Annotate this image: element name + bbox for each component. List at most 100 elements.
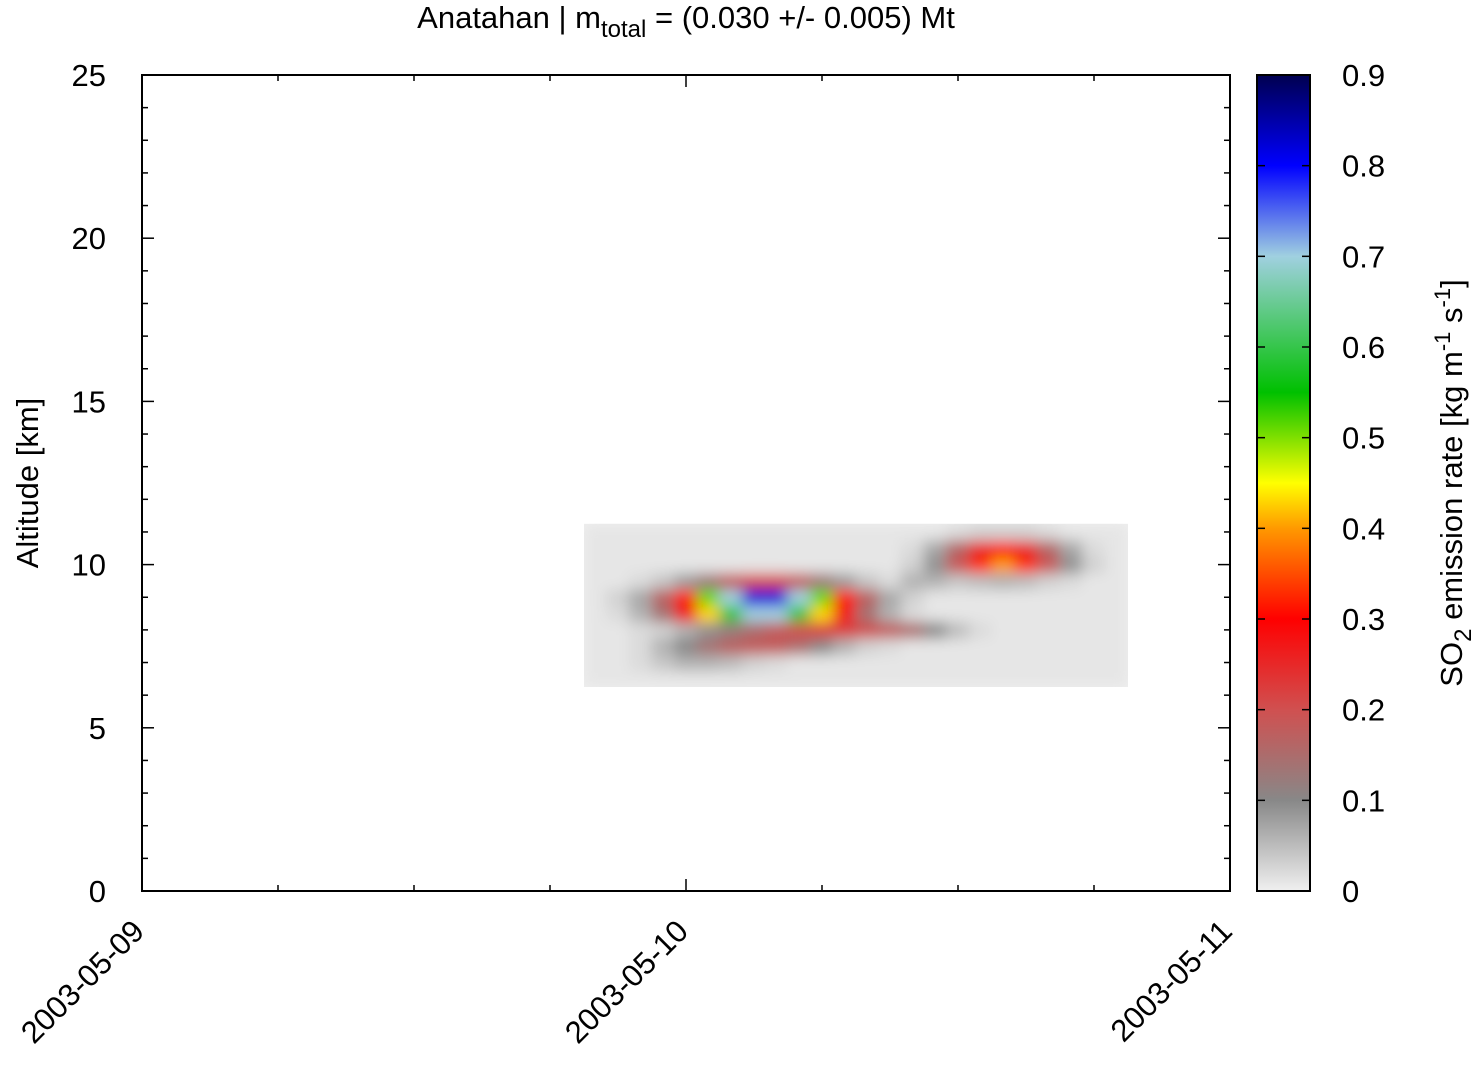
heatmap-cell: [719, 539, 744, 557]
heatmap-cell: [968, 539, 993, 557]
heatmap-cell: [674, 539, 698, 557]
heatmap-cell: [900, 539, 925, 557]
heatmap-cell: [742, 621, 766, 639]
heatmap-cell: [900, 670, 925, 687]
heatmap-cell: [878, 539, 902, 557]
heatmap-cell: [855, 637, 880, 655]
colorbar-tick-label: 0.5: [1342, 421, 1385, 456]
heatmap-cell: [651, 555, 676, 574]
heatmap-cell: [900, 588, 925, 606]
heatmap-cell: [1059, 637, 1084, 655]
heatmap-cell: [719, 653, 744, 672]
y-axis-label: Altitude [km]: [10, 398, 45, 569]
heatmap-cell: [923, 621, 948, 639]
heatmap-cell: [1059, 539, 1084, 557]
heatmap-cell: [674, 523, 698, 541]
heatmap-cell: [946, 604, 970, 623]
heatmap-cell: [719, 621, 744, 639]
heatmap-cell: [1036, 653, 1061, 672]
colorbar-tick-label: 0.7: [1342, 239, 1385, 274]
heatmap-cell: [968, 604, 993, 623]
heatmap-cell: [855, 555, 880, 574]
heatmap-cell: [651, 621, 676, 639]
heatmap-cell: [787, 637, 812, 655]
heatmap-cell: [606, 621, 630, 639]
heatmap-cell: [696, 653, 721, 672]
x-tick-label: 2003-05-10: [558, 913, 695, 1050]
heatmap-cell: [923, 523, 948, 541]
heatmap-cell: [696, 588, 721, 606]
heatmap-cell: [1036, 588, 1061, 606]
heatmap-cell: [764, 588, 789, 606]
heatmap-cell: [651, 670, 676, 687]
heatmap-cell: [810, 572, 834, 590]
heatmap-cell: [878, 588, 902, 606]
heatmap-cell: [742, 670, 766, 687]
heatmap-cell: [810, 637, 834, 655]
heatmap-cell: [946, 653, 970, 672]
heatmap-cell: [1059, 604, 1084, 623]
heatmap-cell: [584, 604, 608, 623]
colorbar-tick-label: 0.2: [1342, 693, 1385, 728]
heatmap-cell: [810, 604, 834, 623]
heatmap-cell: [674, 588, 698, 606]
y-tick-label: 25: [72, 58, 106, 93]
heatmap-cell: [991, 604, 1016, 623]
heatmap-cell: [1082, 555, 1106, 574]
heatmap-cell: [696, 523, 721, 541]
heatmap-cell: [855, 539, 880, 557]
heatmap-cell: [900, 653, 925, 672]
heatmap-cell: [674, 604, 698, 623]
heatmap-cell: [900, 572, 925, 590]
heatmap-cell: [674, 572, 698, 590]
heatmap-cell: [1059, 588, 1084, 606]
heatmap-cell: [810, 588, 834, 606]
heatmap-cell: [1059, 572, 1084, 590]
heatmap-cell: [855, 604, 880, 623]
heatmap-cell: [584, 572, 608, 590]
heatmap-cell: [810, 653, 834, 672]
colorbar-tick-label: 0.4: [1342, 511, 1385, 546]
heatmap-cell: [1104, 572, 1128, 590]
colorbar-tick-label: 0.1: [1342, 783, 1385, 818]
heatmap-cell: [1014, 539, 1038, 557]
heatmap-cell: [1014, 572, 1038, 590]
heatmap-cell: [832, 604, 857, 623]
heatmap-cell: [991, 523, 1016, 541]
heatmap-cell: [606, 637, 630, 655]
heatmap-cell: [968, 637, 993, 655]
heatmap-cell: [651, 604, 676, 623]
heatmap-cell: [991, 670, 1016, 687]
colorbar-tick-label: 0.6: [1342, 330, 1385, 365]
heatmap-cell: [810, 670, 834, 687]
heatmap-cell: [742, 637, 766, 655]
heatmap-cell: [968, 523, 993, 541]
heatmap-cell: [606, 588, 630, 606]
heatmap-cell: [1059, 523, 1084, 541]
heatmap-cell: [764, 523, 789, 541]
heatmap-cell: [764, 539, 789, 557]
heatmap-cell: [606, 604, 630, 623]
heatmap-cell: [674, 555, 698, 574]
y-tick-label: 15: [72, 384, 106, 419]
heatmap-cell: [832, 653, 857, 672]
heatmap-cell: [923, 555, 948, 574]
heatmap-cell: [742, 555, 766, 574]
heatmap-cell: [1104, 604, 1128, 623]
heatmap-cell: [1059, 555, 1084, 574]
heatmap-cell: [946, 621, 970, 639]
heatmap-cell: [946, 555, 970, 574]
heatmap-cell: [1104, 539, 1128, 557]
heatmap-cell: [1014, 604, 1038, 623]
heatmap-cell: [946, 637, 970, 655]
heatmap-cell: [1082, 572, 1106, 590]
heatmap-cell: [764, 555, 789, 574]
heatmap-cell: [628, 588, 653, 606]
heatmap-cell: [1104, 653, 1128, 672]
heatmap-cell: [628, 572, 653, 590]
heatmap-cell: [810, 555, 834, 574]
heatmap-cell: [584, 637, 608, 655]
heatmap-cell: [1082, 588, 1106, 606]
